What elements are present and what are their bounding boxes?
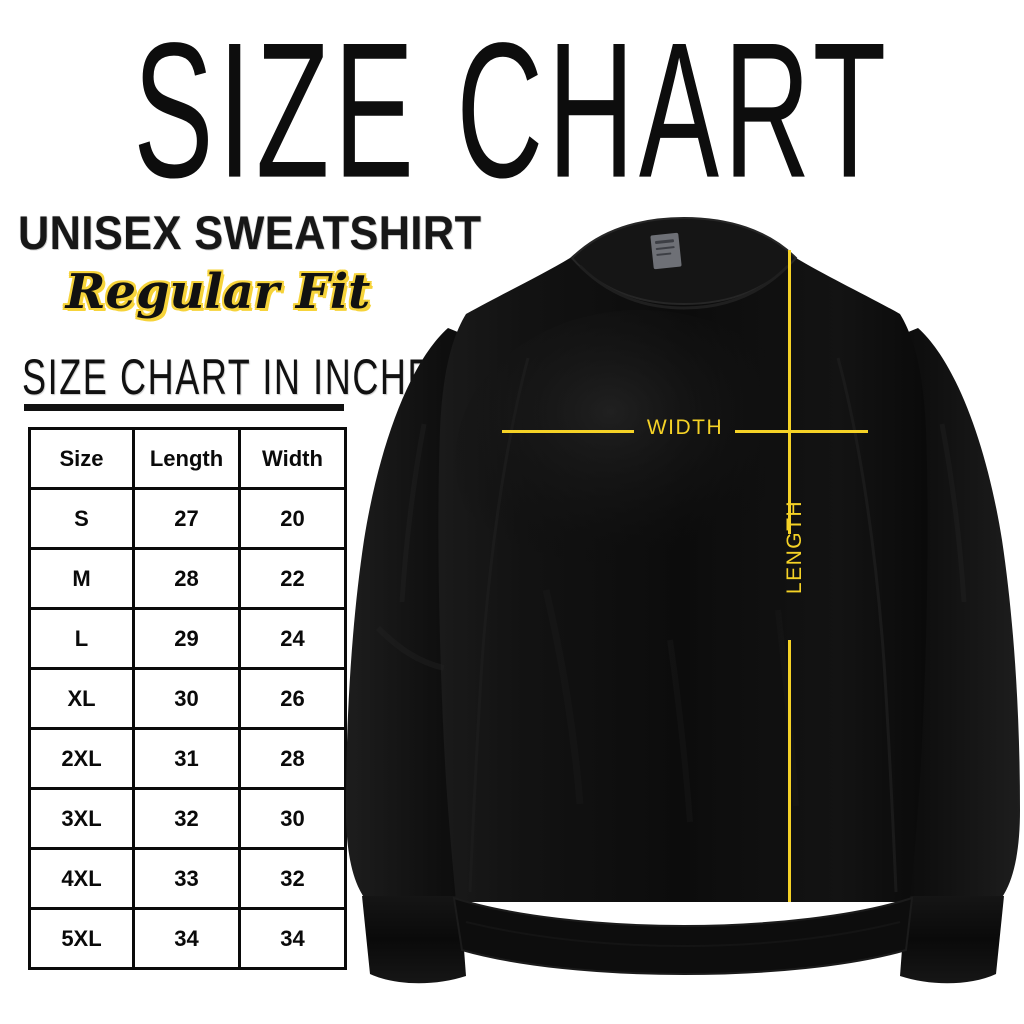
fold-body-2 <box>667 639 693 823</box>
table-header-row: Size Length Width <box>28 427 347 490</box>
neck-label <box>650 232 682 270</box>
cell-width: 26 <box>238 667 347 730</box>
heading-underline <box>24 404 344 411</box>
right-cuff <box>900 896 1004 984</box>
cell-size: L <box>28 607 135 670</box>
fold-right-arm <box>939 423 967 603</box>
fold-left-arm <box>399 423 427 603</box>
table-heading: SIZE CHART IN INCHES <box>22 347 459 405</box>
page-title: SIZE CHART <box>133 3 891 219</box>
cell-size: M <box>28 547 135 610</box>
cell-length: 30 <box>132 667 241 730</box>
left-cuff <box>362 896 466 984</box>
cell-length: 32 <box>132 787 241 850</box>
cell-length: 34 <box>132 907 241 970</box>
column-header-width: Width <box>238 427 347 490</box>
cell-size: S <box>28 487 135 550</box>
table-row: M 28 22 <box>28 547 347 610</box>
fit-type-label: Regular Fit <box>65 264 371 320</box>
left-shoulder-seam <box>468 357 530 893</box>
waistband-line-1 <box>465 921 901 948</box>
table-row: 2XL 31 28 <box>28 727 347 790</box>
waistband-rib <box>452 896 914 976</box>
collar-inner-seam <box>578 264 790 310</box>
size-table: Size Length Width S 27 20 M 28 22 L 29 2… <box>28 427 347 970</box>
chest-highlight <box>455 310 825 610</box>
cell-length: 28 <box>132 547 241 610</box>
cell-size: 2XL <box>28 727 135 790</box>
table-row: S 27 20 <box>28 487 347 550</box>
cell-length: 27 <box>132 487 241 550</box>
cell-size: XL <box>28 667 135 730</box>
cell-length: 33 <box>132 847 241 910</box>
sweatshirt-illustration <box>340 210 1024 1000</box>
cell-width: 24 <box>238 607 347 670</box>
right-shoulder-seam <box>836 357 898 893</box>
fold-body-1 <box>542 589 584 805</box>
cell-size: 3XL <box>28 787 135 850</box>
cell-length: 31 <box>132 727 241 790</box>
subtitle-block: UNISEX SWEATSHIRT Regular Fit <box>18 206 482 322</box>
table-row: XL 30 26 <box>28 667 347 730</box>
column-header-length: Length <box>132 427 241 490</box>
garment-type-label: UNISEX SWEATSHIRT <box>18 206 482 259</box>
table-row: 5XL 34 34 <box>28 907 347 970</box>
cell-width: 30 <box>238 787 347 850</box>
table-row: L 29 24 <box>28 607 347 670</box>
cell-width: 28 <box>238 727 347 790</box>
collar-rib <box>570 216 798 306</box>
cell-width: 22 <box>238 547 347 610</box>
cell-size: 4XL <box>28 847 135 910</box>
cell-width: 34 <box>238 907 347 970</box>
cell-width: 20 <box>238 487 347 550</box>
cell-width: 32 <box>238 847 347 910</box>
table-row: 3XL 32 30 <box>28 787 347 850</box>
table-row: 4XL 33 32 <box>28 847 347 910</box>
fold-left-elbow <box>375 625 445 671</box>
cell-length: 29 <box>132 607 241 670</box>
sweatshirt-svg <box>346 216 1020 984</box>
cell-size: 5XL <box>28 907 135 970</box>
column-header-size: Size <box>28 427 135 490</box>
